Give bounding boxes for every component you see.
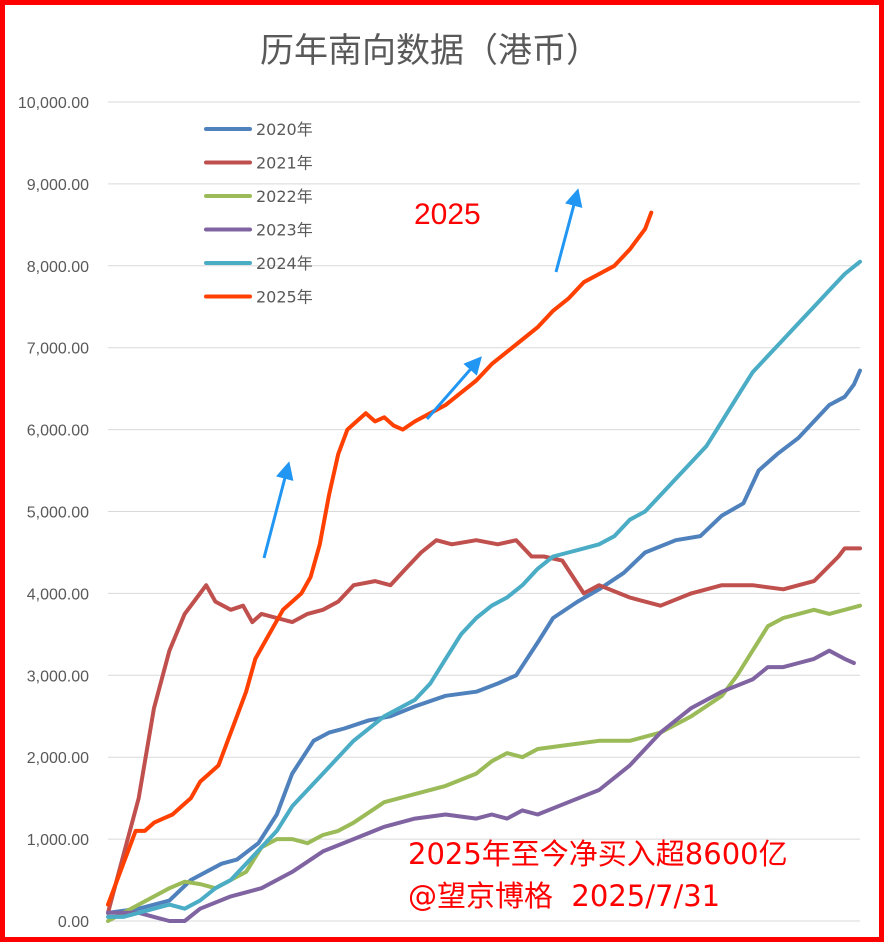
series-line — [106, 538, 862, 915]
y-tick-label: 10,000.00 — [18, 95, 89, 112]
series-line — [106, 368, 862, 915]
up-arrow-icon — [262, 461, 294, 559]
trend-arrows — [262, 188, 583, 559]
legend-label: 2022年 — [256, 187, 313, 206]
series-line — [106, 210, 654, 907]
grid-lines — [108, 101, 860, 922]
legend-label: 2020年 — [256, 120, 313, 139]
legend: 2020年 2021年 2022年 2023年 2024年 2025年 — [204, 120, 313, 307]
y-tick-label: 4,000.00 — [27, 586, 89, 603]
y-tick-label: 7,000.00 — [27, 341, 89, 358]
year-label-2025: 2025 — [414, 198, 481, 231]
y-tick-label: 0.00 — [58, 914, 89, 931]
y-tick-label: 8,000.00 — [27, 259, 89, 276]
series-line — [106, 648, 856, 923]
series-lines — [106, 210, 862, 923]
summary-text-line1: 2025年至今净买入超8600亿 — [408, 837, 788, 871]
y-axis-tick-labels: 0.00 1,000.00 2,000.00 3,000.00 4,000.00 5,00… — [18, 95, 89, 931]
y-tick-label: 1,000.00 — [27, 832, 89, 849]
summary-text-line2: @望京博格 2025/7/31 — [408, 879, 720, 913]
series-line — [106, 259, 862, 919]
legend-label: 2023年 — [256, 221, 313, 240]
legend-label: 2024年 — [256, 254, 313, 273]
y-tick-label: 2,000.00 — [27, 750, 89, 767]
chart-title: 历年南向数据（港币） — [260, 31, 600, 71]
y-tick-label: 9,000.00 — [27, 177, 89, 194]
y-tick-label: 3,000.00 — [27, 668, 89, 685]
y-tick-label: 6,000.00 — [27, 423, 89, 440]
up-arrow-icon — [554, 188, 583, 273]
legend-label: 2021年 — [256, 154, 313, 173]
legend-label: 2025年 — [256, 288, 313, 307]
y-tick-label: 5,000.00 — [27, 505, 89, 522]
up-arrow-icon — [425, 356, 482, 420]
